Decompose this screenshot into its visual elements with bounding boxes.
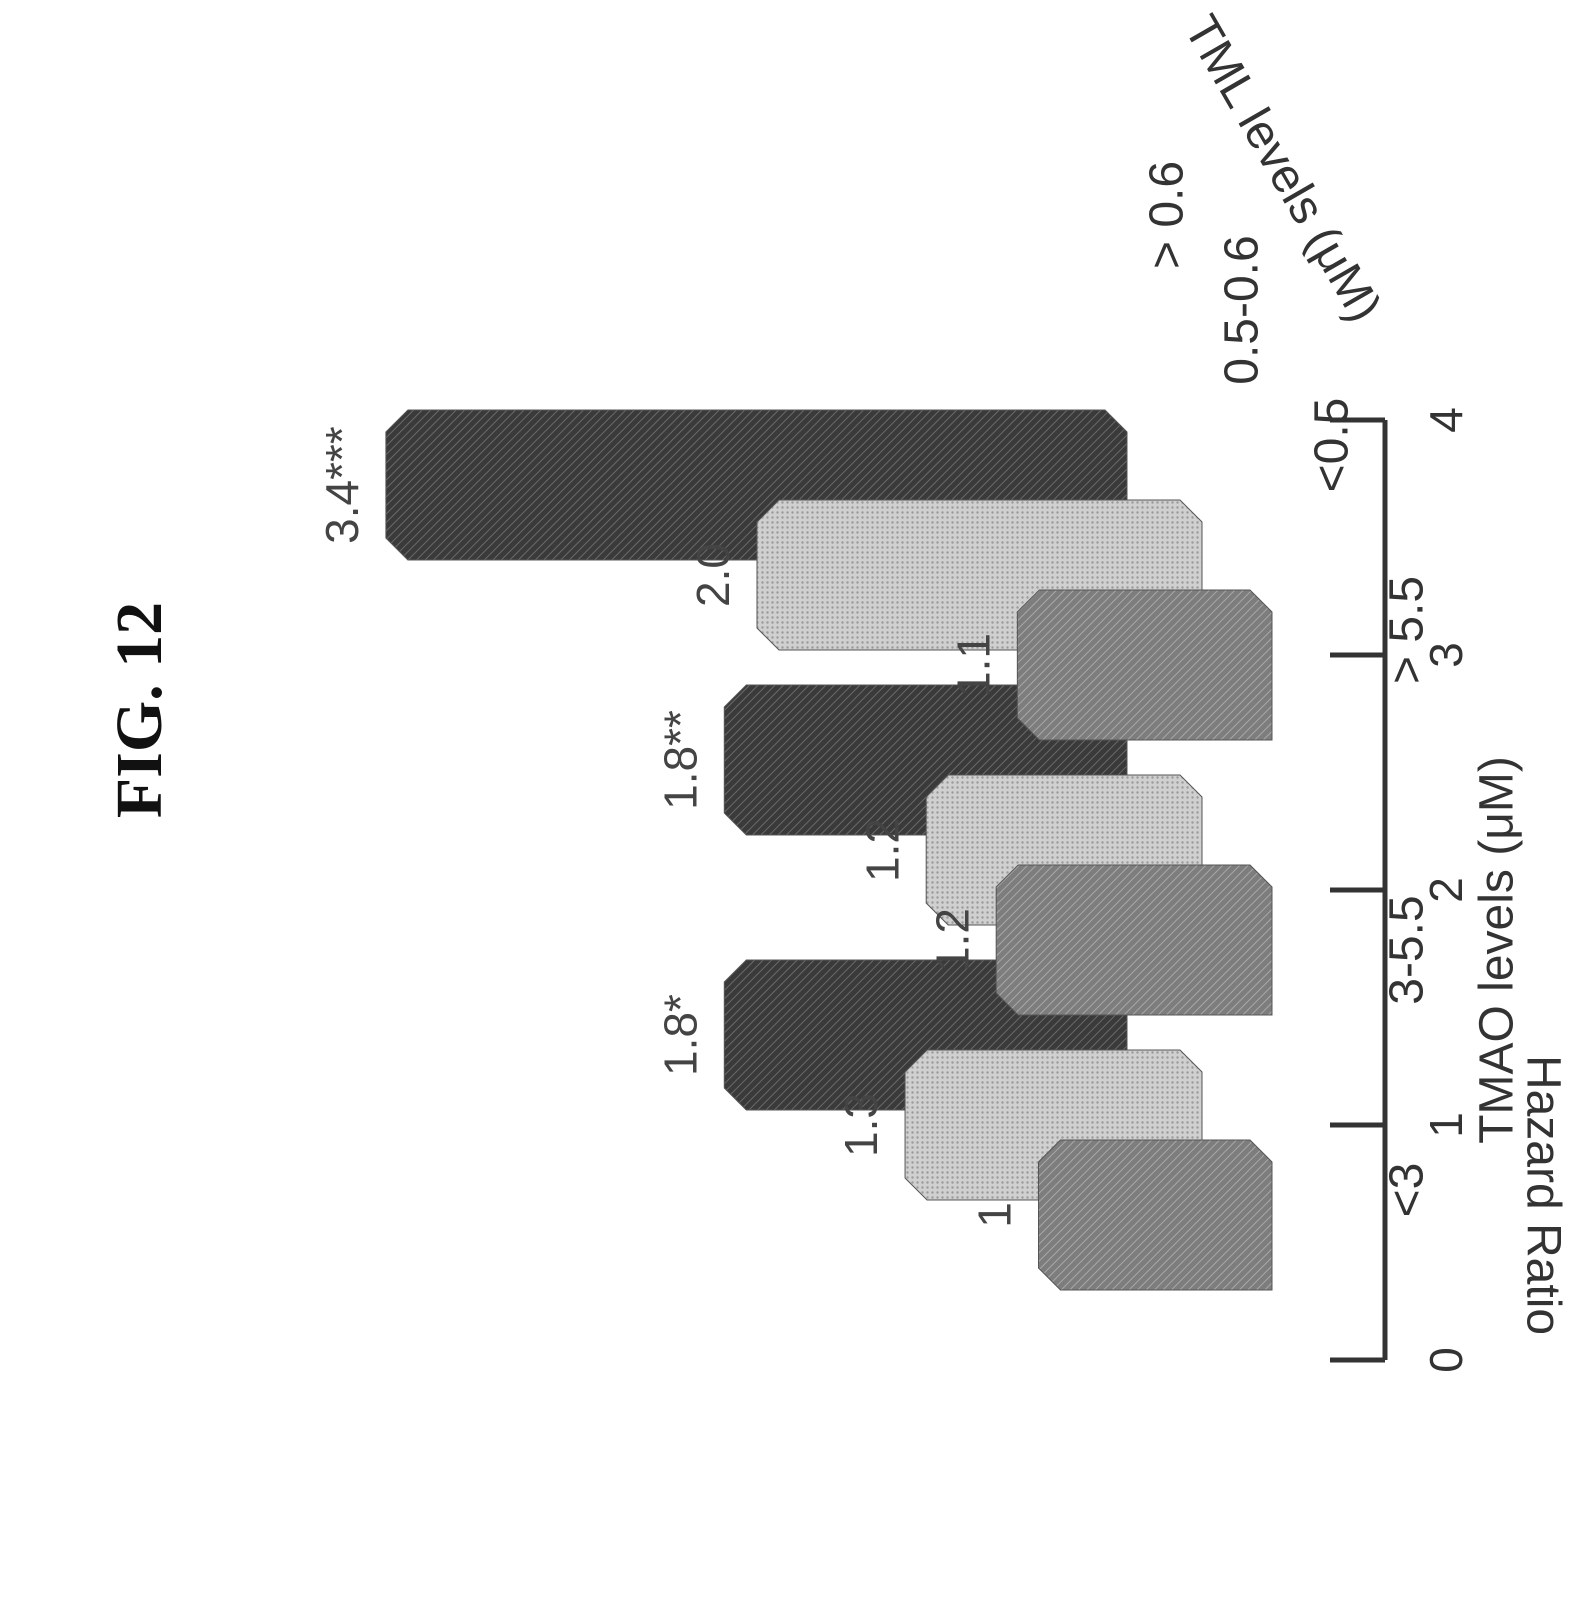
x-axis-title: TMAO levels (μM) [1471, 756, 1524, 1144]
bar [995, 864, 1273, 1016]
bar-value-label: 1.2 [926, 908, 978, 972]
bar [1038, 1139, 1273, 1291]
bars-group [385, 409, 1273, 1291]
labels-group: 1.8* 1.8** 3.4*** 1.3 1.2 2.0 1 1.2 1.1 <3 3-5.5 > … [316, 161, 1434, 1228]
x-category-label: > 5.5 [1381, 576, 1434, 684]
bar-value-label: 1.8** [654, 710, 706, 810]
y-tick-label: 2 [1420, 877, 1472, 903]
depth-axis-title: TML levels (μM) [1174, 7, 1392, 331]
y-tick-label: 0 [1420, 1347, 1472, 1373]
bar-value-label: 1.3 [835, 1093, 887, 1157]
bar-value-label: 1.1 [948, 633, 1000, 697]
y-axis-title: Hazard Ratio [1516, 1055, 1569, 1335]
x-category-label: 3-5.5 [1381, 895, 1434, 1004]
bar [1016, 589, 1273, 741]
bar-value-label: 3.4*** [316, 426, 368, 544]
x-category-label: <3 [1381, 1163, 1434, 1218]
bar-value-label: 1.8* [654, 994, 706, 1076]
series-label: 0.5-0.6 [1216, 235, 1269, 384]
bar-value-label: 1.2 [856, 818, 908, 882]
bar-value-label: 1 [969, 1202, 1021, 1228]
bar-value-label: 2.0 [687, 543, 739, 607]
y-tick-label: 3 [1420, 642, 1472, 668]
series-label: <0.5 [1306, 398, 1359, 493]
y-tick-label: 4 [1420, 407, 1472, 433]
y-tick-label: 1 [1420, 1112, 1472, 1138]
series-label: > 0.6 [1141, 161, 1194, 269]
